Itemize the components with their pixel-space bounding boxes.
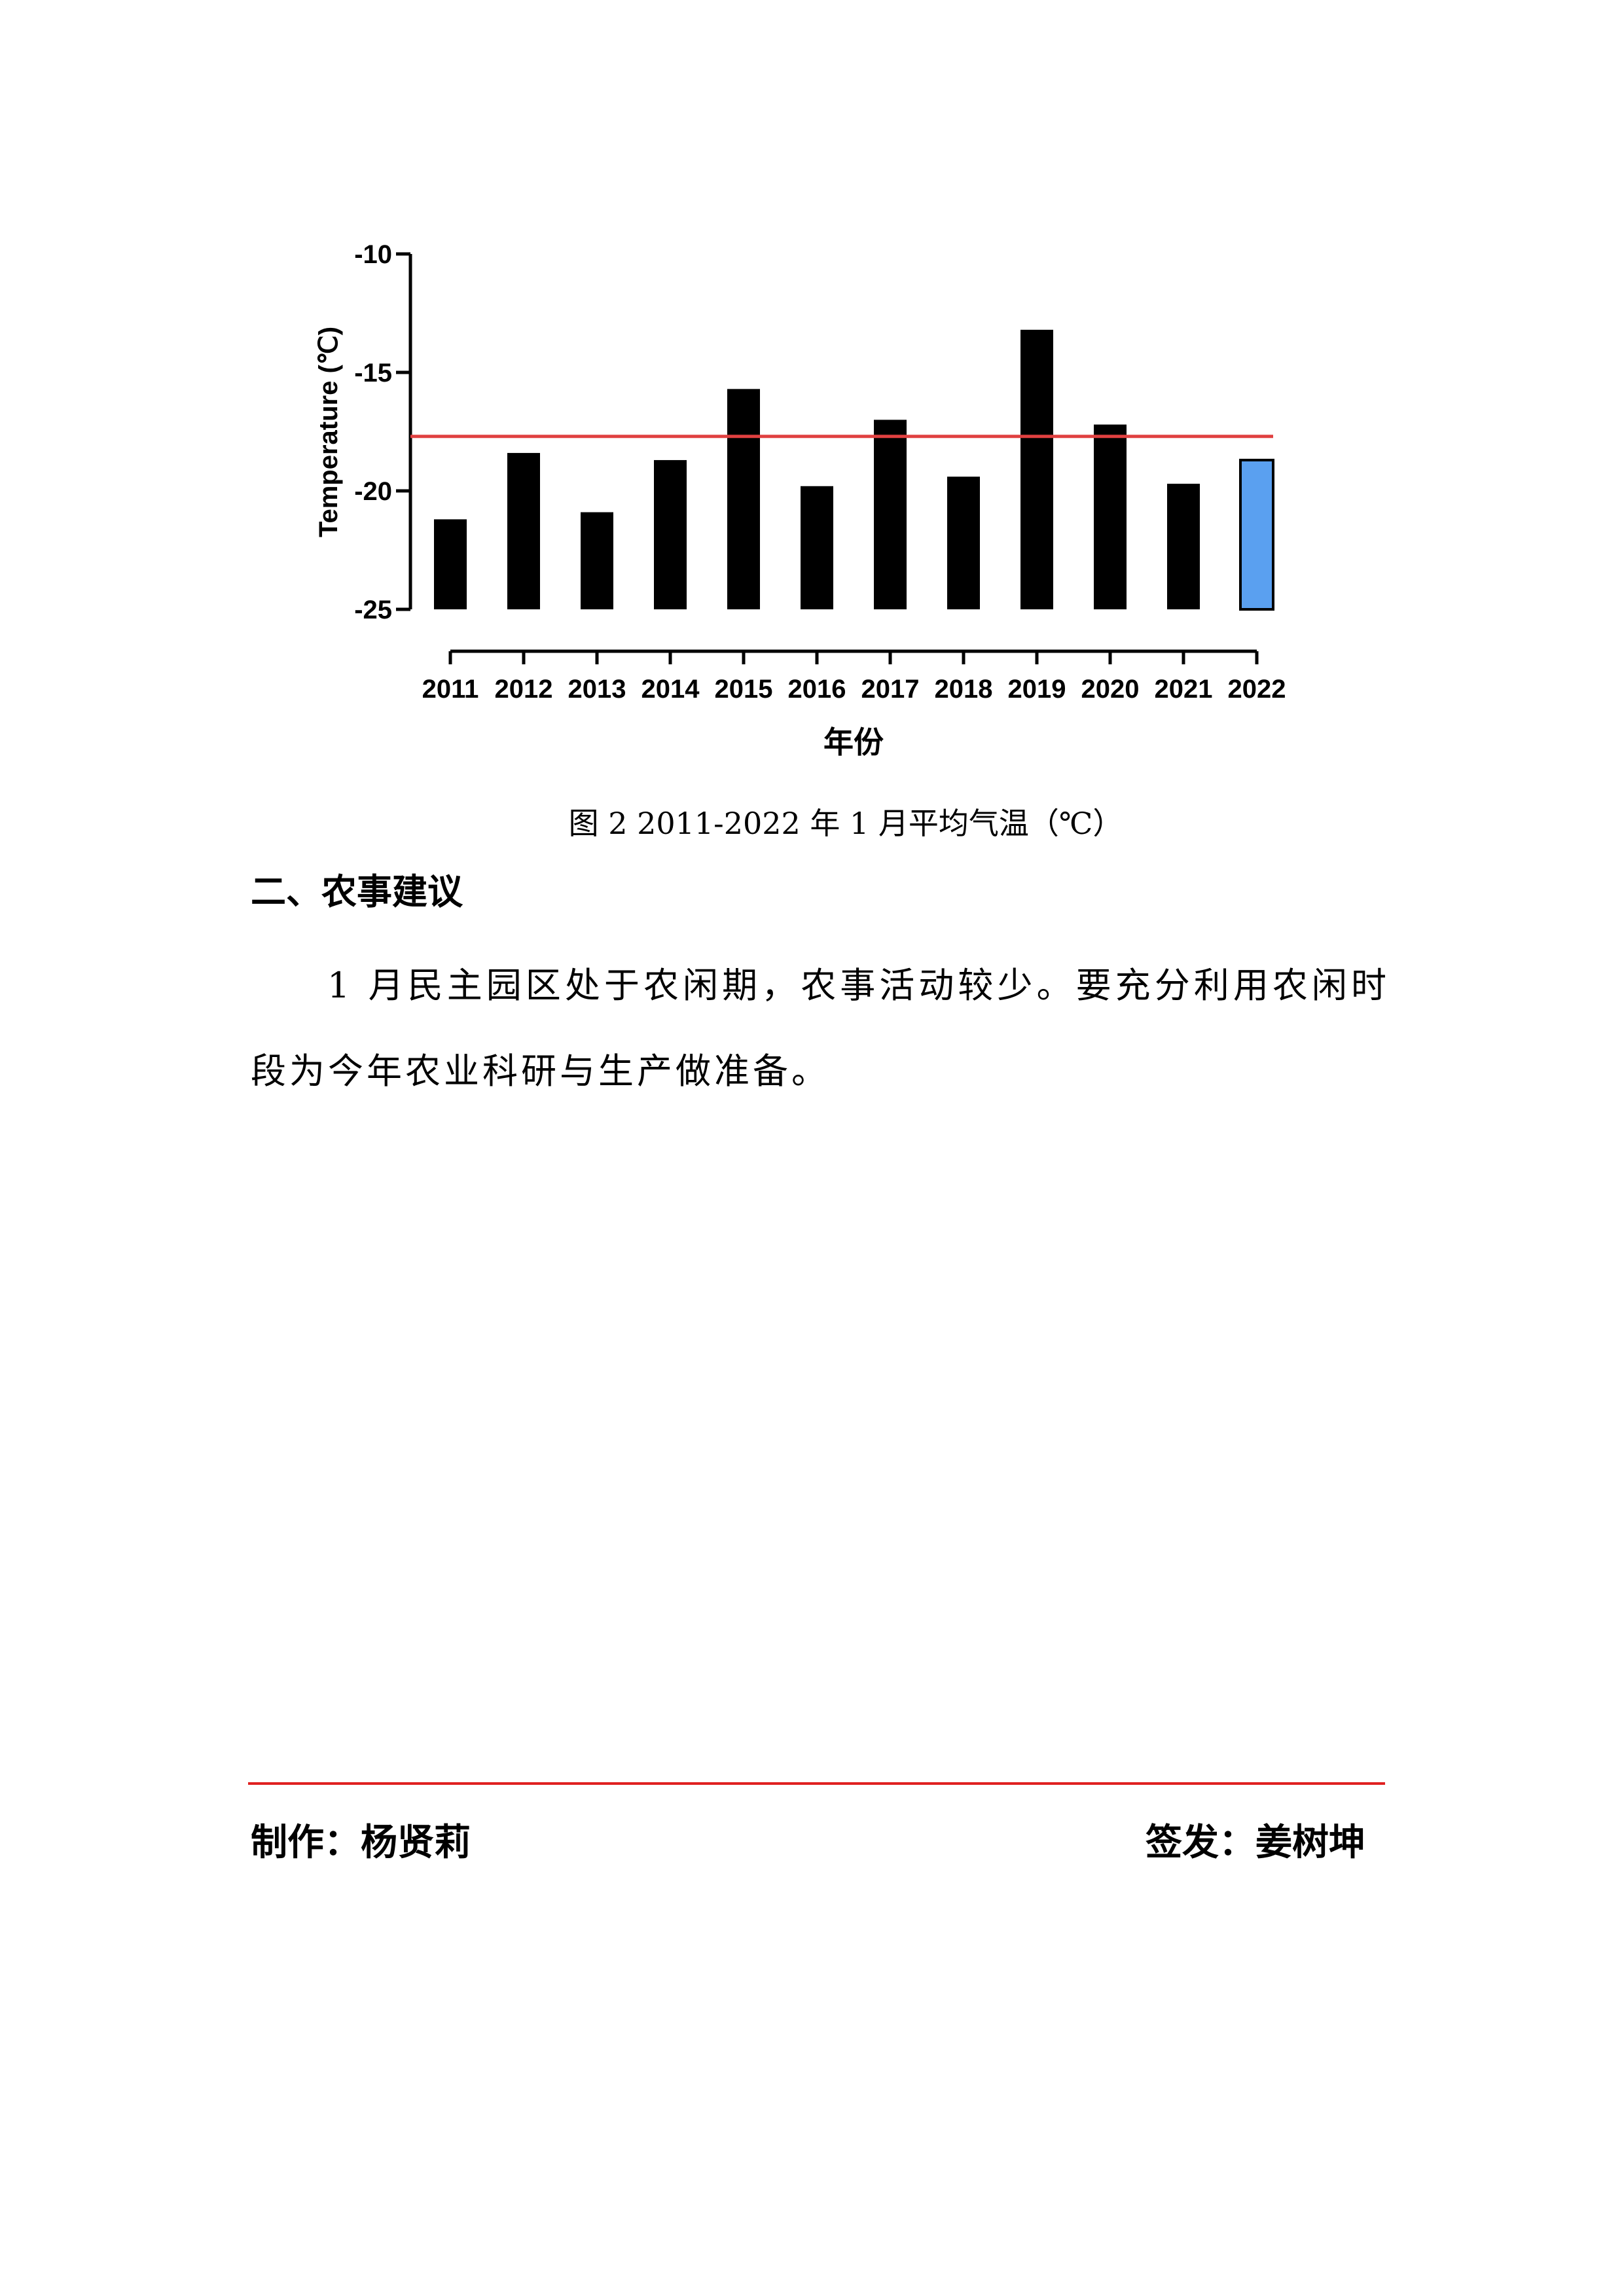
x-tick-label: 2019 <box>1008 675 1066 704</box>
bar-2017 <box>874 420 907 609</box>
bar-2011 <box>434 519 467 609</box>
bar-2018 <box>947 476 980 609</box>
y-tick-label: -15 <box>354 359 392 387</box>
x-tick-label: 2014 <box>641 675 700 704</box>
x-tick-label: 2022 <box>1228 675 1286 704</box>
x-tick-label: 2013 <box>568 675 626 704</box>
x-axis-label: 年份 <box>823 725 884 760</box>
x-tick-label: 2020 <box>1081 675 1140 704</box>
x-tick-label: 2012 <box>495 675 553 704</box>
issuer-signature: 签发：姜树坤 <box>1146 1821 1365 1864</box>
author-signature: 制作：杨贤莉 <box>251 1821 471 1864</box>
bar-2014 <box>654 459 687 609</box>
bar-2020 <box>1094 424 1127 609</box>
bar-2022 <box>1239 458 1274 611</box>
x-tick-label: 2017 <box>861 675 920 704</box>
x-tick-label: 2011 <box>422 675 479 704</box>
footer-divider <box>248 1782 1385 1785</box>
y-axis-label: Temperature (℃) <box>314 327 343 537</box>
section-heading: 二、农事建议 <box>251 871 463 912</box>
x-tick-label: 2021 <box>1155 675 1213 704</box>
x-tick-label: 2018 <box>935 675 993 704</box>
bars <box>434 329 1274 611</box>
figure-caption: 图 2 2011-2022 年 1 月平均气温（℃） <box>568 806 1123 841</box>
x-tick-label: 2015 <box>715 675 773 704</box>
y-tick-label: -20 <box>354 477 392 506</box>
bar-2015 <box>727 389 760 609</box>
temperature-bar-chart: -10-15-20-25 2011 2012 2013 2014 2015 2016 201… <box>314 240 1286 760</box>
bar-2013 <box>581 512 613 609</box>
bar-2019 <box>1020 329 1053 609</box>
x-axis: 2011 2012 2013 2014 2015 2016 2017 2018 2019 2020… <box>422 649 1286 704</box>
section-paragraph: 1 月民主园区处于农闲期，农事活动较少。要充分利用农闲时段为今年农业科研与生产做… <box>251 965 1390 1092</box>
x-tick-label: 2016 <box>788 675 846 704</box>
bar-2012 <box>507 453 540 609</box>
y-tick-label: -10 <box>354 240 392 269</box>
y-tick-label: -25 <box>354 596 392 624</box>
bar-2021 <box>1167 484 1200 609</box>
bar-2016 <box>801 486 833 609</box>
y-axis: -10 -15 -20 -25 <box>354 240 412 624</box>
